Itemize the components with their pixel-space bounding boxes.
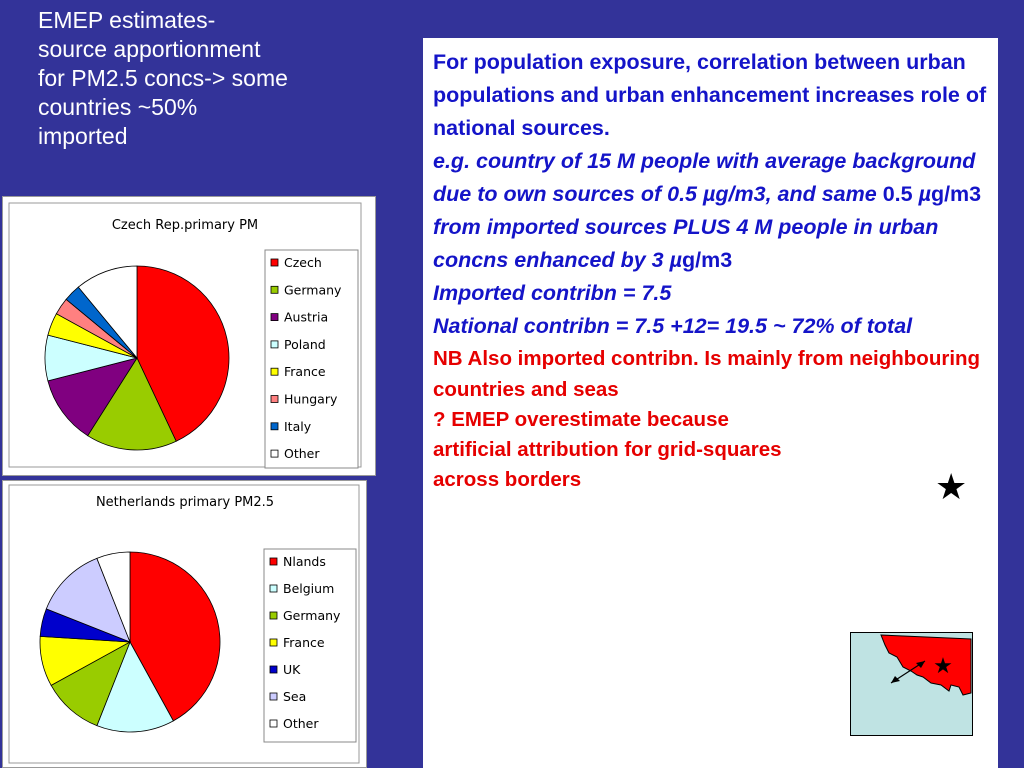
legend-label-other: Other bbox=[284, 446, 320, 461]
slide-title-line: EMEP estimates- bbox=[38, 7, 216, 33]
legend-swatch-nlands bbox=[269, 557, 278, 566]
legend-swatch-germany bbox=[270, 285, 279, 294]
slide-title: EMEP estimates- source apportionment for… bbox=[38, 6, 368, 151]
legend-swatch-czech bbox=[270, 258, 279, 267]
legend-swatch-other bbox=[270, 449, 279, 458]
example-paragraph: e.g. country of 15 M people with average… bbox=[433, 145, 990, 277]
legend-label-germany: Germany bbox=[284, 282, 342, 297]
legend-label-austria: Austria bbox=[284, 310, 328, 325]
mu-symbol: µ bbox=[669, 248, 682, 272]
legend-label-poland: Poland bbox=[284, 337, 326, 352]
chart-legend bbox=[263, 548, 357, 743]
explanation-panel: For population exposure, correlation bet… bbox=[423, 38, 998, 768]
legend-swatch-sea bbox=[269, 692, 278, 701]
double-arrow-icon bbox=[890, 660, 926, 684]
legend-swatch-austria bbox=[270, 313, 279, 321]
netherlands-pie-chart: Netherlands primary PM2.5 Nlands Belgium Ge… bbox=[8, 484, 360, 764]
legend-label-other: Other bbox=[283, 716, 319, 731]
legend-swatch-france bbox=[269, 638, 278, 647]
legend-label-germany: Germany bbox=[283, 608, 341, 623]
map-star-icon: ★ bbox=[933, 654, 953, 679]
mu-symbol: µ bbox=[918, 182, 931, 206]
czech-pie-chart: Czech Rep.primary PM Czech Germany Austria P… bbox=[8, 202, 362, 469]
chart-legend bbox=[264, 249, 359, 469]
border-map-svg: ★ bbox=[880, 634, 972, 696]
pie-slice-other bbox=[77, 265, 138, 360]
legend-label-sea: Sea bbox=[283, 689, 306, 704]
legend-swatch-poland bbox=[270, 340, 279, 349]
imported-contribution: Imported contribn = 7.5 bbox=[433, 281, 672, 305]
star-icon: ★ bbox=[935, 467, 968, 508]
example-text: g/m3 bbox=[930, 182, 982, 206]
legend-swatch-hungary bbox=[270, 395, 279, 403]
legend-swatch-uk bbox=[269, 665, 278, 674]
pie-slice-germany bbox=[87, 357, 177, 451]
pie-slice-nlands bbox=[129, 551, 221, 722]
slide-title-line: imported bbox=[38, 123, 128, 149]
border-map-icon: ★ bbox=[850, 632, 973, 736]
legend-label-france: France bbox=[283, 635, 325, 650]
chart-title: Czech Rep.primary PM bbox=[112, 218, 258, 233]
chart-title: Netherlands primary PM2.5 bbox=[96, 495, 274, 510]
netherlands-pie-chart-panel: Netherlands primary PM2.5 Nlands Belgium Ge… bbox=[2, 480, 367, 768]
legend-label-italy: Italy bbox=[284, 419, 312, 434]
legend-label-belgium: Belgium bbox=[283, 581, 334, 596]
czech-pie-chart-panel: Czech Rep.primary PM Czech Germany Austria P… bbox=[2, 196, 376, 476]
example-text: 0.5 bbox=[882, 182, 919, 206]
example-text: g/m3 bbox=[681, 248, 733, 272]
pie-slice-czech bbox=[136, 265, 230, 442]
legend-label-france: France bbox=[284, 364, 326, 379]
legend-label-hungary: Hungary bbox=[284, 392, 338, 407]
pie-slice-belgium bbox=[96, 641, 174, 733]
pie-slice-austria bbox=[47, 357, 138, 437]
example-text: from imported sources PLUS 4 M people in… bbox=[433, 215, 939, 272]
legend-swatch-other bbox=[269, 719, 278, 728]
pie-slice-sea bbox=[45, 557, 131, 643]
slide-title-line: source apportionment bbox=[38, 36, 261, 62]
nb-note: NB Also imported contribn. Is mainly fro… bbox=[433, 347, 981, 401]
example-text: g/m3, and same bbox=[715, 182, 883, 206]
legend-swatch-france bbox=[270, 367, 279, 376]
slide-title-line: countries ~50% bbox=[38, 94, 198, 120]
legend-swatch-belgium bbox=[269, 584, 278, 593]
legend-label-nlands: Nlands bbox=[283, 554, 326, 569]
slide-title-line: for PM2.5 concs-> some bbox=[38, 65, 288, 91]
example-text: e.g. country of 15 M people with average… bbox=[433, 149, 976, 206]
exposure-paragraph: For population exposure, correlation bet… bbox=[433, 50, 987, 140]
country-shape bbox=[880, 634, 972, 696]
mu-symbol: µ bbox=[703, 182, 716, 206]
legend-label-czech: Czech bbox=[284, 255, 322, 270]
emep-note: ? EMEP overestimate because artificial a… bbox=[433, 408, 782, 491]
pie-slice-other bbox=[96, 551, 131, 643]
national-contribution: National contribn = 7.5 +12= 19.5 ~ 72% … bbox=[433, 314, 913, 338]
legend-swatch-germany bbox=[269, 611, 278, 620]
legend-swatch-italy bbox=[270, 422, 279, 431]
legend-label-uk: UK bbox=[283, 662, 301, 677]
